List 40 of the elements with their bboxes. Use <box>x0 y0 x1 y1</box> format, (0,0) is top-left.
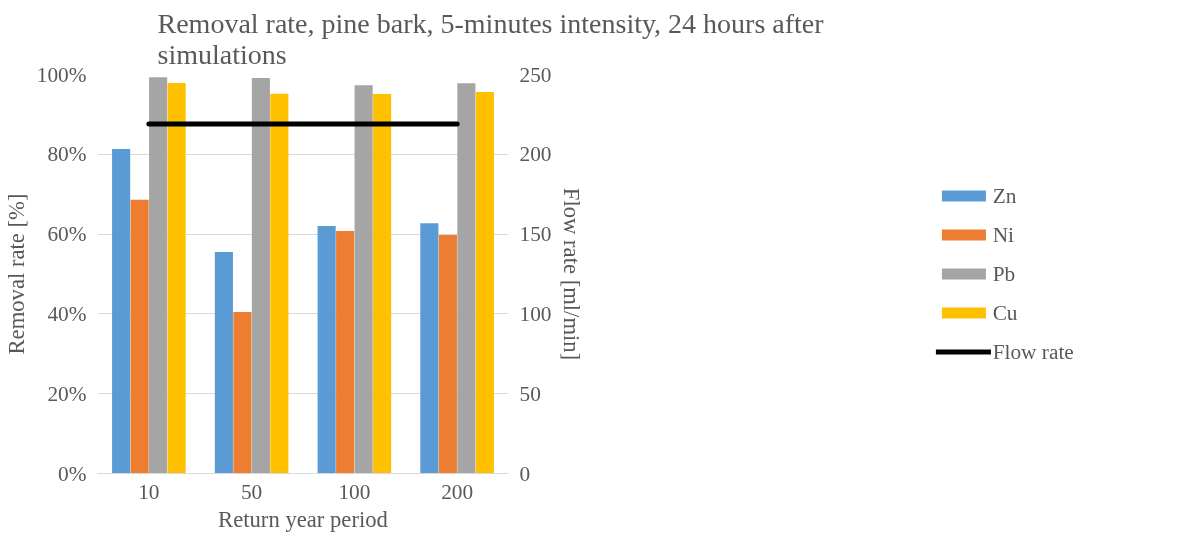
y-tick-label: 60% <box>47 222 87 247</box>
bar <box>233 311 252 474</box>
bar <box>251 78 270 474</box>
bar <box>457 83 476 474</box>
bar <box>130 199 149 474</box>
bar <box>420 223 439 474</box>
bar <box>167 82 186 474</box>
y-tick-label: 40% <box>47 301 87 326</box>
legend-label: Ni <box>992 222 1014 247</box>
bar <box>475 92 494 474</box>
x-tick-label: 200 <box>441 479 474 504</box>
bar <box>336 230 355 474</box>
bar <box>438 234 457 474</box>
x-tick-label: 100 <box>338 479 371 504</box>
legend-label: Zn <box>992 183 1017 208</box>
y2-tick-label: 250 <box>519 62 552 87</box>
y-tick-label: 100% <box>36 62 87 87</box>
legend-label: Pb <box>992 261 1016 286</box>
y-tick-label: 80% <box>47 142 87 167</box>
bar <box>149 77 168 474</box>
legend-label: Cu <box>992 300 1018 325</box>
x-tick-label: 50 <box>240 479 263 504</box>
bar <box>270 93 289 474</box>
y2-tick-label: 0 <box>519 461 531 486</box>
legend-label: Flow rate <box>992 339 1074 364</box>
bar <box>112 149 131 474</box>
y2-tick-label: 200 <box>519 142 552 167</box>
bar <box>354 85 373 474</box>
x-tick-label: 10 <box>138 479 160 504</box>
y2-axis-title: Flow rate [ml/min] <box>559 187 585 361</box>
bar <box>373 94 392 474</box>
x-axis-title: Return year period <box>218 506 389 532</box>
y2-tick-label: 50 <box>519 381 541 406</box>
y2-tick-label: 150 <box>519 222 552 247</box>
y2-tick-label: 100 <box>519 301 552 326</box>
bar <box>214 252 233 474</box>
y-axis-title: Removal rate [%] <box>3 193 29 355</box>
y-tick-label: 0% <box>58 461 87 486</box>
bar <box>317 226 336 474</box>
y-tick-label: 20% <box>47 381 87 406</box>
